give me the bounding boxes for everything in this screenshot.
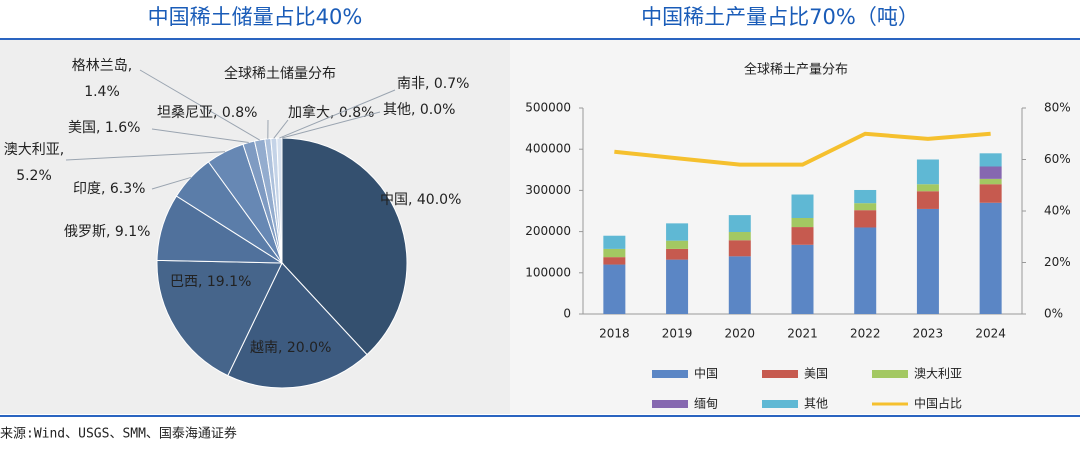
legend-swatch [872, 370, 908, 378]
bar [666, 241, 688, 249]
y-tick-label: 300000 [525, 183, 571, 197]
chart-title: 全球稀土产量分布 [744, 62, 848, 78]
y-tick-label: 0 [563, 307, 571, 321]
bar [854, 227, 876, 314]
legend-swatch [762, 400, 798, 408]
bar [729, 240, 751, 256]
data-label: 印度, 6.3% [73, 181, 145, 197]
bar [854, 190, 876, 203]
bar [917, 160, 939, 185]
heading: 中国稀土储量占比40% [148, 5, 363, 29]
legend-label: 美国 [804, 367, 828, 381]
legend-label: 澳大利亚 [914, 367, 962, 381]
bar [917, 191, 939, 209]
legend-label: 中国占比 [914, 396, 962, 411]
legend-swatch [762, 370, 798, 378]
legend-label: 缅甸 [694, 397, 718, 411]
bar [729, 232, 751, 240]
bar [792, 227, 814, 245]
bar [917, 209, 939, 314]
legend-label: 其他 [804, 397, 828, 411]
bar [980, 179, 1002, 184]
x-tick-label: 2019 [662, 327, 693, 341]
chart-title: 全球稀土储量分布 [224, 65, 336, 82]
y2-tick-label: 0% [1044, 307, 1063, 321]
heading: 中国稀土产量占比70%（吨） [641, 5, 919, 29]
data-label: 其他, 0.0% [383, 102, 455, 118]
bar [854, 203, 876, 210]
bar [980, 184, 1002, 203]
bar [666, 260, 688, 314]
y-tick-label: 100000 [525, 265, 571, 279]
bar [666, 223, 688, 240]
bar [980, 203, 1002, 314]
bar [917, 184, 939, 191]
legend-swatch [652, 370, 688, 378]
y-tick-label: 200000 [525, 224, 571, 238]
x-tick-label: 2021 [787, 327, 818, 341]
bar [666, 249, 688, 260]
y2-tick-label: 60% [1044, 152, 1071, 166]
x-tick-label: 2024 [975, 327, 1006, 341]
data-label: 南非, 0.7% [397, 76, 469, 92]
y-tick-label: 500000 [525, 101, 571, 115]
bar [603, 265, 625, 314]
bar [729, 215, 751, 232]
data-label: 中国, 40.0% [380, 192, 461, 208]
x-tick-label: 2018 [599, 327, 630, 341]
bar [980, 153, 1002, 166]
source: 来源:Wind、USGS、SMM、国泰海通证券 [0, 426, 237, 442]
bar [603, 257, 625, 264]
bar [792, 245, 814, 314]
bar [603, 236, 625, 249]
bar [980, 167, 1002, 179]
x-tick-label: 2020 [725, 327, 756, 341]
data-label: 俄罗斯, 9.1% [64, 224, 150, 240]
bar [854, 210, 876, 227]
x-tick-label: 2022 [850, 327, 881, 341]
bar [792, 218, 814, 227]
data-label: 巴西, 19.1% [170, 274, 251, 290]
bar [729, 256, 751, 314]
data-label: 坦桑尼亚, 0.8% [157, 105, 257, 121]
y2-tick-label: 40% [1044, 204, 1071, 218]
y-tick-label: 400000 [525, 142, 571, 156]
data-label: 越南, 20.0% [250, 340, 331, 356]
x-tick-label: 2023 [913, 327, 944, 341]
bar [603, 249, 625, 257]
legend-swatch [652, 400, 688, 408]
bar [792, 195, 814, 218]
data-label: 加拿大, 0.8% [288, 104, 374, 121]
data-label: 美国, 1.6% [68, 120, 140, 136]
y2-tick-label: 80% [1044, 101, 1071, 115]
legend-label: 中国 [694, 366, 718, 381]
y2-tick-label: 20% [1044, 255, 1071, 269]
